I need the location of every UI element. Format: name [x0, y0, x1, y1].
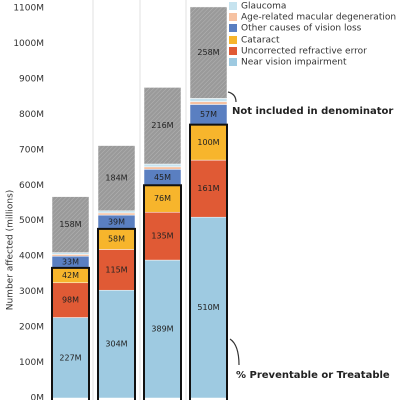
legend-swatch	[229, 2, 237, 10]
value-label: 304M	[105, 340, 127, 349]
y-tick-label: 1100M	[13, 4, 44, 14]
value-label: 161M	[197, 184, 219, 193]
y-tick-label: 900M	[19, 74, 44, 84]
legend-label: Cataract	[241, 36, 280, 46]
legend-label: Uncorrected refractive error	[241, 47, 367, 57]
bar-segment	[189, 98, 228, 102]
bar-segment	[143, 185, 182, 213]
value-label: 158M	[59, 220, 81, 229]
legend-swatch	[229, 36, 237, 44]
value-label: 98M	[62, 296, 79, 305]
legend-label: Age-related macular degeneration	[241, 13, 396, 23]
y-tick-label: 1000M	[13, 39, 44, 49]
preventable-outline	[51, 266, 90, 400]
value-label: 216M	[151, 121, 173, 130]
y-tick-label: 700M	[19, 145, 44, 155]
bar-segment	[97, 145, 136, 212]
legend-swatch	[229, 58, 237, 66]
y-tick-label: 800M	[19, 110, 44, 120]
preventable-outline	[97, 227, 136, 400]
annotation: Not included in denominator	[232, 106, 393, 117]
value-label: 510M	[197, 303, 219, 312]
y-tick-label: 600M	[19, 181, 44, 191]
bar-segment	[189, 216, 228, 399]
value-label: 57M	[200, 110, 217, 119]
bar-segment	[51, 196, 90, 253]
bar-segment	[189, 6, 228, 99]
y-tick-label: 500M	[19, 216, 44, 226]
legend-swatch	[229, 24, 237, 32]
bar-segment	[51, 317, 90, 399]
value-label: 42M	[62, 271, 79, 280]
legend-swatch	[229, 13, 237, 21]
value-label: 258M	[197, 48, 219, 57]
y-tick-label: 400M	[19, 252, 44, 262]
y-tick-label: 0M	[31, 394, 45, 400]
preventable-outline	[189, 123, 228, 400]
bar-segment	[143, 166, 182, 170]
value-label: 184M	[105, 174, 127, 183]
bar-segment	[51, 252, 90, 255]
annotation: % Preventable or Treatable	[236, 370, 390, 381]
bar-segment	[189, 124, 228, 161]
y-axis-label: Number affected (millions)	[6, 190, 16, 311]
bar-segment	[97, 289, 136, 399]
legend-label: Near vision impairment	[241, 58, 347, 68]
value-label: 100M	[197, 138, 219, 147]
arrow	[227, 91, 237, 103]
y-tick-label: 300M	[19, 287, 44, 297]
value-label: 227M	[59, 353, 81, 362]
value-label: 33M	[62, 258, 79, 267]
preventable-outline	[143, 184, 182, 400]
legend-swatch	[229, 47, 237, 55]
bar-segment	[97, 249, 136, 291]
bar-segment	[143, 87, 182, 165]
legend-label: Other causes of vision loss	[241, 24, 362, 34]
bar-segment	[97, 212, 136, 216]
value-label: 115M	[105, 265, 127, 274]
value-label: 39M	[108, 217, 125, 226]
y-tick-label: 100M	[19, 358, 44, 368]
arrow	[229, 338, 240, 366]
bar-segment	[97, 210, 136, 214]
bar-segment	[143, 163, 182, 168]
value-label: 45M	[154, 173, 171, 182]
value-label: 58M	[108, 235, 125, 244]
legend-label: Glaucoma	[241, 2, 286, 12]
value-label: 76M	[154, 194, 171, 203]
value-label: 135M	[151, 232, 173, 241]
bar-segment	[51, 254, 90, 257]
y-tick-label: 200M	[19, 323, 44, 333]
value-label: 389M	[151, 325, 173, 334]
bar-segment	[189, 101, 228, 105]
